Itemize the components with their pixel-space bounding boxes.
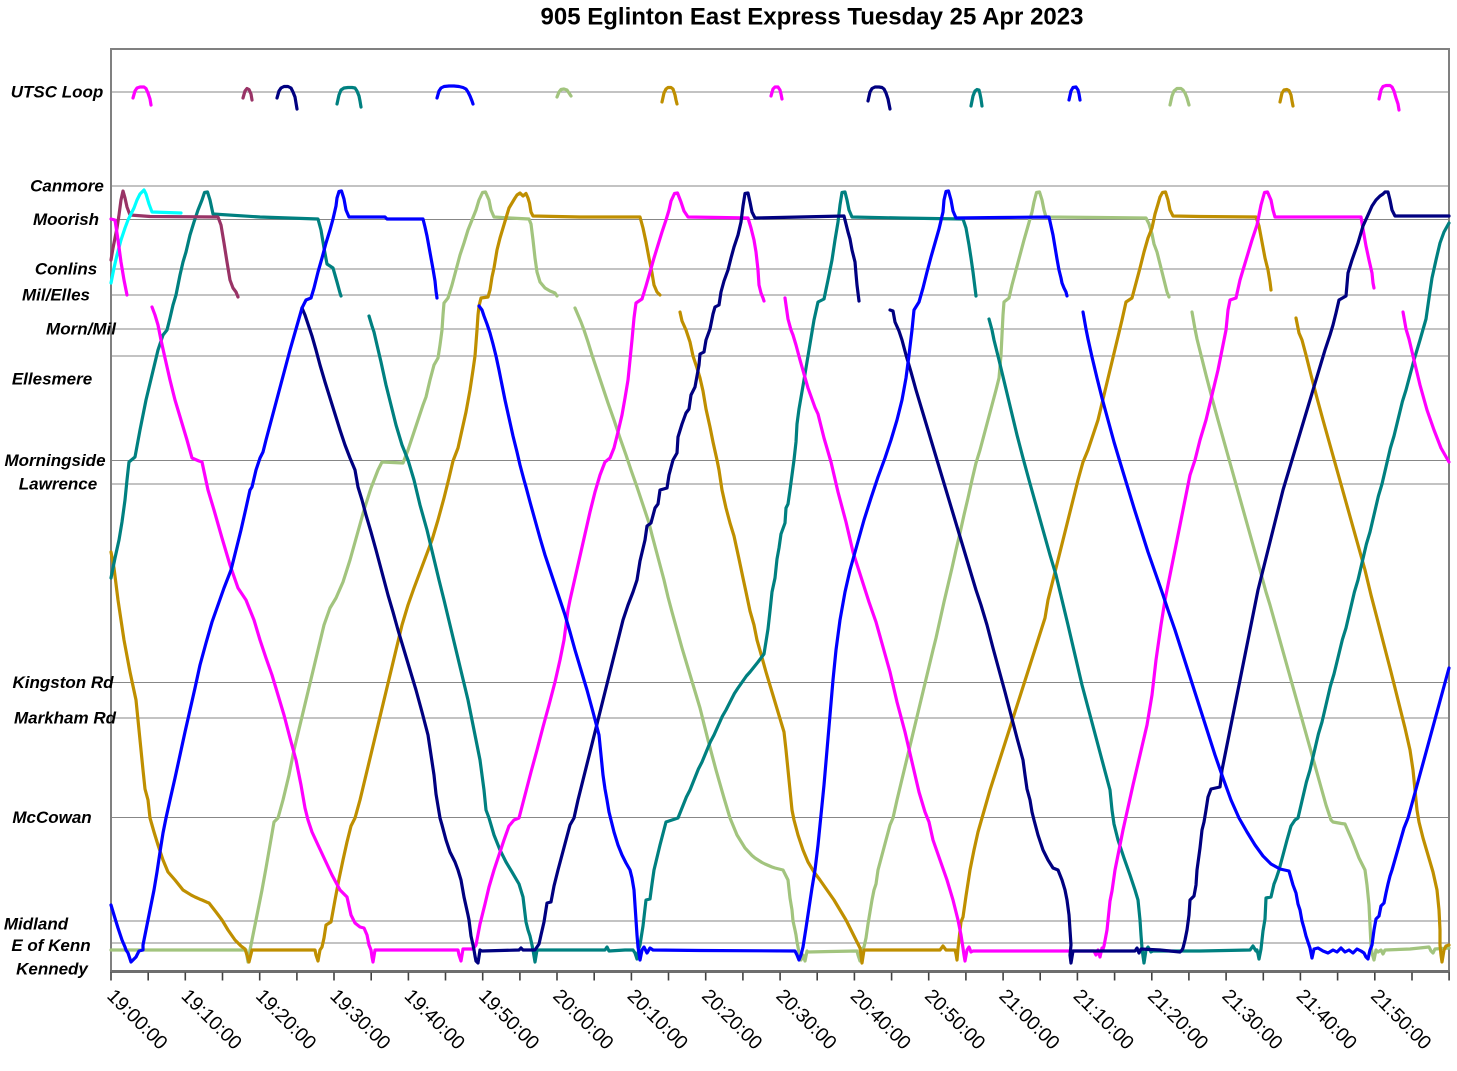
svg-text:Mil/Elles: Mil/Elles xyxy=(22,285,90,304)
svg-text:Lawrence: Lawrence xyxy=(19,474,97,493)
svg-text:Conlins: Conlins xyxy=(35,259,97,278)
svg-text:McCowan: McCowan xyxy=(12,808,91,827)
svg-text:Moorish: Moorish xyxy=(33,210,99,229)
svg-text:Kingston Rd: Kingston Rd xyxy=(12,673,114,692)
svg-text:905 Eglinton East Express Tues: 905 Eglinton East Express Tuesday 25 Apr… xyxy=(541,4,1084,31)
svg-text:Morn/Mil: Morn/Mil xyxy=(46,319,117,338)
svg-text:Ellesmere: Ellesmere xyxy=(12,369,92,388)
svg-text:Canmore: Canmore xyxy=(30,176,104,195)
svg-text:E of Kenn: E of Kenn xyxy=(11,936,90,955)
svg-text:Kennedy: Kennedy xyxy=(16,959,89,978)
svg-text:Morningside: Morningside xyxy=(4,451,105,470)
svg-text:UTSC Loop: UTSC Loop xyxy=(11,82,104,101)
svg-text:Midland: Midland xyxy=(4,914,69,933)
svg-text:Markham Rd: Markham Rd xyxy=(14,708,117,727)
